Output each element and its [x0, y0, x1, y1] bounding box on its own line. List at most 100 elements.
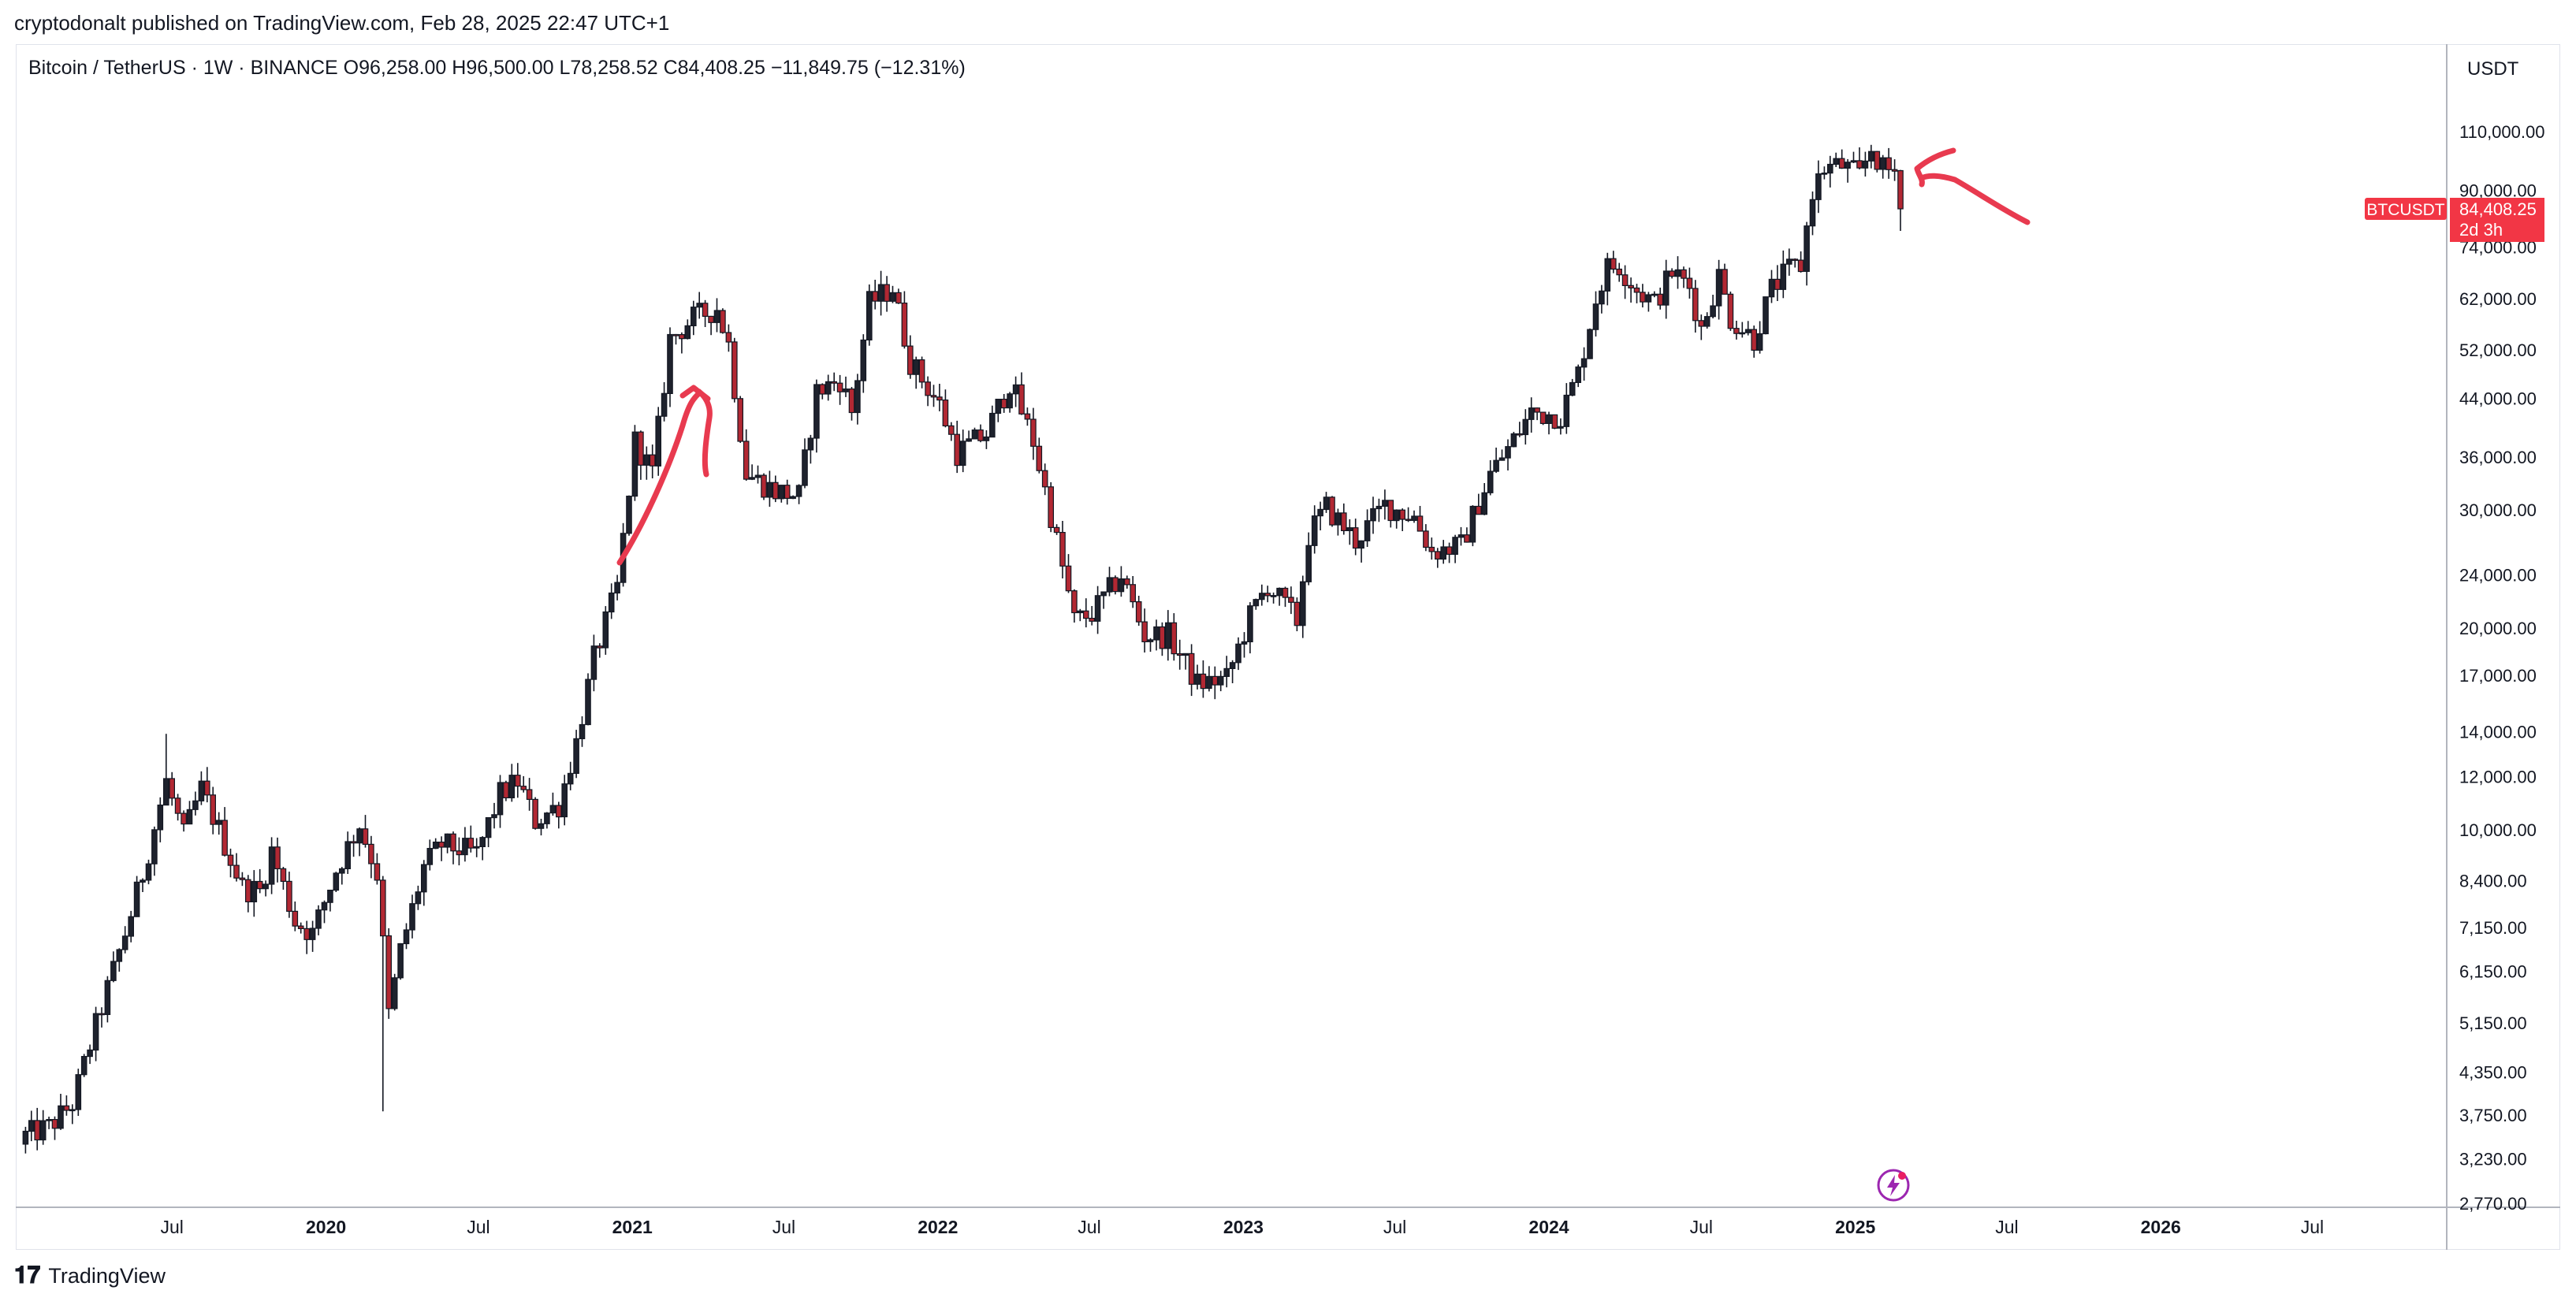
candle — [432, 838, 439, 850]
candle — [1247, 602, 1253, 654]
candle — [163, 734, 169, 806]
ohlc-high: H96,500.00 — [452, 57, 554, 79]
candle — [99, 1007, 105, 1028]
candle — [1299, 575, 1306, 638]
candle — [1804, 221, 1810, 286]
candle — [848, 387, 855, 421]
candle — [1510, 432, 1517, 448]
candle — [778, 485, 785, 503]
annotations — [616, 147, 2031, 566]
candle — [350, 835, 357, 857]
candle — [1481, 483, 1488, 515]
candle — [1164, 610, 1171, 661]
candle — [579, 716, 586, 747]
candle — [1628, 277, 1634, 303]
candle — [1171, 613, 1178, 661]
candle — [1493, 448, 1499, 474]
candle — [450, 831, 456, 864]
y-tick-label: 8,400.00 — [2459, 871, 2527, 890]
candle — [819, 383, 826, 400]
y-tick-label: 24,000.00 — [2459, 566, 2537, 586]
candle — [133, 876, 140, 917]
candle — [39, 1110, 47, 1145]
candle — [321, 900, 328, 924]
candle — [860, 334, 867, 393]
symbol-name[interactable]: Bitcoin / TetherUS · 1W · BINANCE — [28, 57, 338, 79]
candle — [895, 288, 902, 304]
candle — [1100, 591, 1107, 609]
candle — [1874, 151, 1881, 173]
candle — [754, 465, 761, 484]
candle — [1516, 422, 1523, 437]
y-tick-label: 62,000.00 — [2459, 289, 2537, 309]
candle — [245, 875, 251, 913]
candle — [1792, 258, 1799, 268]
candle — [1633, 284, 1640, 303]
candle — [1434, 548, 1441, 568]
candle — [1264, 586, 1271, 603]
ohlc-close: C84,408.25 — [663, 57, 765, 79]
candle — [1558, 418, 1564, 435]
candle — [1235, 637, 1241, 671]
candle — [1141, 608, 1148, 652]
candle — [1375, 498, 1383, 522]
lightning-icon[interactable] — [1876, 1168, 1911, 1203]
candle — [204, 767, 210, 803]
candle — [1756, 321, 1763, 354]
candle — [713, 298, 720, 333]
candle — [333, 872, 340, 892]
axis-lines — [16, 44, 2560, 1250]
candle — [1862, 151, 1869, 177]
candle — [1358, 540, 1364, 563]
candle — [46, 1117, 52, 1129]
candle — [1082, 598, 1089, 628]
candle — [1206, 666, 1212, 692]
candle — [702, 299, 709, 327]
candle — [1815, 160, 1822, 214]
candle — [971, 427, 978, 440]
candle — [1669, 268, 1675, 279]
tradingview-logo[interactable]: 𝟏𝟕 TradingView — [14, 1262, 166, 1289]
arrowhead — [679, 385, 711, 402]
candle — [1223, 656, 1230, 688]
candle — [309, 920, 316, 952]
candle — [391, 973, 398, 1011]
ohlc-change: −11,849.75 (−12.31%) — [770, 57, 966, 79]
candle — [1897, 169, 1904, 231]
candle — [1891, 159, 1898, 181]
candle — [181, 810, 187, 832]
tradingview-logo-icon: 𝟏𝟕 — [14, 1262, 41, 1288]
candle — [415, 885, 422, 910]
candle — [157, 797, 164, 842]
x-tick-label: Jul — [1995, 1217, 2018, 1237]
candle — [1885, 147, 1892, 179]
candle — [1563, 383, 1570, 434]
candle — [227, 848, 234, 878]
candle — [1751, 325, 1758, 358]
candle — [140, 878, 146, 892]
candle — [555, 801, 562, 829]
candle — [485, 816, 492, 847]
x-tick-label: 2022 — [918, 1217, 958, 1237]
candle — [1856, 147, 1863, 169]
candle — [92, 1006, 99, 1061]
symbol-tag — [2365, 198, 2447, 220]
candle — [1217, 671, 1224, 692]
candle — [1616, 262, 1623, 282]
x-tick-label: 2021 — [612, 1217, 653, 1237]
x-tick-label: 2026 — [2141, 1217, 2181, 1237]
candle — [1182, 652, 1189, 670]
candle — [720, 308, 726, 334]
candle — [75, 1069, 82, 1116]
candle — [1282, 586, 1289, 608]
candle — [947, 422, 955, 441]
x-tick-label: 2023 — [1223, 1217, 1264, 1237]
candle — [790, 495, 796, 500]
candle — [1739, 322, 1746, 338]
candle — [1229, 660, 1236, 683]
last-price-tag — [2450, 198, 2544, 242]
y-tick-label: 110,000.00 — [2459, 122, 2544, 142]
candle — [438, 836, 445, 861]
candle — [128, 910, 135, 942]
